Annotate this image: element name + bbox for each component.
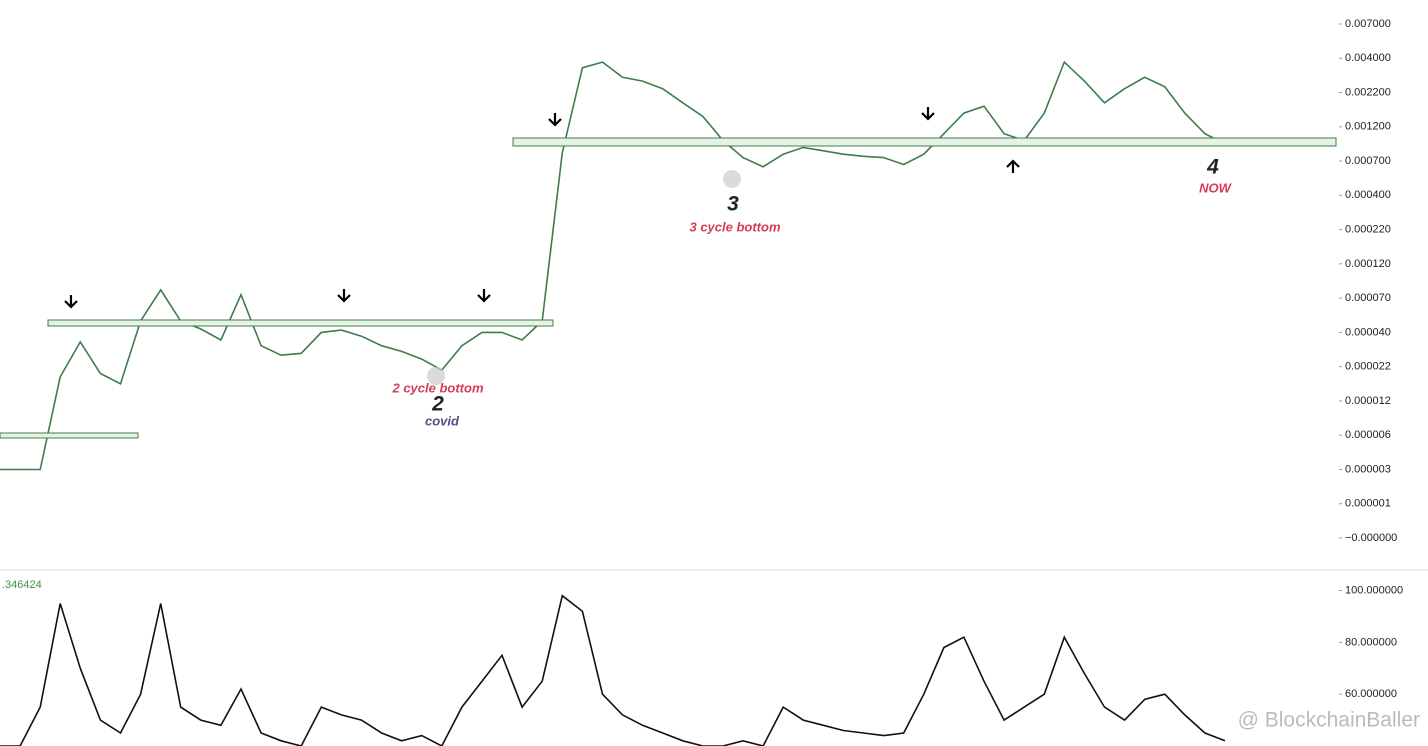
arrow-down xyxy=(921,107,935,121)
watermark: @ BlockchainBaller xyxy=(1238,709,1420,732)
y-tick-label: −0.000000 xyxy=(1345,532,1397,544)
arrow-down xyxy=(337,289,351,303)
zone xyxy=(512,137,1337,147)
y-tick-label: 0.000006 xyxy=(1345,429,1391,441)
zones xyxy=(0,137,1337,439)
y-tick-label: 0.000012 xyxy=(1345,395,1391,407)
annotation: 2 cycle bottom xyxy=(391,380,483,395)
y-tick-label: 0.000040 xyxy=(1345,326,1391,338)
arrow-down xyxy=(64,295,78,309)
indicator-value: .346424 xyxy=(2,579,42,591)
y-tick-label: 0.000400 xyxy=(1345,189,1391,201)
y-tick-label: 0.000001 xyxy=(1345,498,1391,510)
arrows xyxy=(64,107,1020,309)
y-tick-label: 0.002200 xyxy=(1345,86,1391,98)
annotation: covid xyxy=(425,413,460,428)
annotation: 3 cycle bottom xyxy=(689,219,780,234)
y-tick-label: 100.000000 xyxy=(1345,584,1403,596)
annotation: NOW xyxy=(1199,180,1233,195)
series-line xyxy=(0,60,1226,471)
annotation: 3 xyxy=(727,193,739,216)
y-tick-label: 0.000700 xyxy=(1345,155,1391,167)
zone xyxy=(0,432,139,439)
zone xyxy=(47,319,554,327)
arrow-down xyxy=(548,113,562,127)
bottom-marker xyxy=(723,170,741,188)
y-tick-label: 60.000000 xyxy=(1345,688,1397,700)
annotation: 2 xyxy=(431,393,444,416)
arrow-down xyxy=(477,289,491,303)
bottom-marker xyxy=(427,367,445,385)
y-tick-label: 0.000003 xyxy=(1345,463,1391,475)
y-tick-label: 80.000000 xyxy=(1345,636,1397,648)
y-tick-label: 0.001200 xyxy=(1345,121,1391,133)
arrow-up xyxy=(1006,159,1020,173)
y-tick-label: 0.007000 xyxy=(1345,18,1391,30)
y-tick-label: 0.000120 xyxy=(1345,258,1391,270)
y-tick-label: 0.000070 xyxy=(1345,292,1391,304)
series-line xyxy=(0,594,1226,746)
y-tick-label: 0.000220 xyxy=(1345,224,1391,236)
y-tick-label: 0.000022 xyxy=(1345,361,1391,373)
annotation: 4 xyxy=(1206,156,1219,179)
y-tick-label: 0.004000 xyxy=(1345,52,1391,64)
